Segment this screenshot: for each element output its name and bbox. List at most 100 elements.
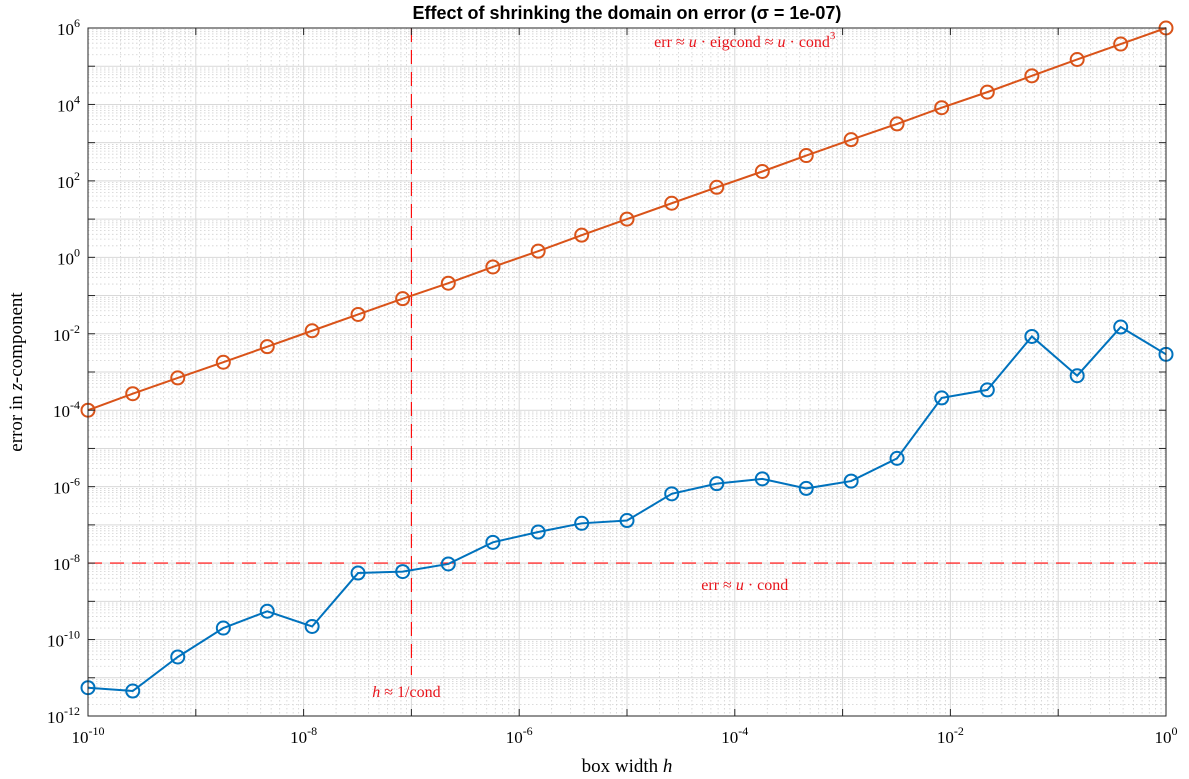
y-tick-label-exponent: -10 (64, 628, 80, 642)
annotation-eigcond-b: · eigcond ≈ (697, 34, 778, 51)
reference-lines (88, 28, 1166, 675)
y-tick-label: 106 (57, 16, 80, 39)
y-axis-label: error in z-component (6, 292, 27, 452)
y-tick-label: 104 (57, 92, 80, 115)
y-axis-label-text: error in (6, 395, 27, 452)
y-tick-label-base: 10 (53, 555, 70, 574)
data-point (395, 564, 411, 580)
x-tick-label: 10-4 (721, 724, 748, 747)
data-point (259, 603, 275, 619)
data-point (979, 84, 995, 100)
annotation-eigcond-exponent: 3 (830, 30, 836, 42)
data-point (530, 524, 546, 540)
chart-title: Effect of shrinking the domain on error … (413, 3, 842, 23)
y-tick-label-base: 10 (53, 479, 70, 498)
y-tick-label-base: 10 (53, 402, 70, 421)
data-point (485, 534, 501, 550)
data-point (304, 618, 320, 634)
data-point (1113, 36, 1129, 52)
series-line (87, 27, 1167, 412)
data-point (125, 683, 141, 699)
x-axis-label-variable: h (663, 756, 673, 777)
x-tick-label-exponent: -4 (738, 724, 748, 738)
data-point (125, 386, 141, 402)
y-axis-label-suffix: -component (6, 292, 27, 383)
data-point (754, 164, 770, 180)
x-tick-label-base: 10 (721, 728, 738, 747)
x-tick-label-exponent: -6 (523, 724, 533, 738)
y-tick-label: 10-6 (53, 475, 80, 498)
annotation-eigcond-a: err ≈ (654, 34, 689, 51)
x-tick-label-base: 10 (290, 728, 307, 747)
data-point (1069, 51, 1085, 67)
y-tick-label: 10-10 (47, 628, 80, 651)
x-tick-label-base: 10 (937, 728, 954, 747)
y-tick-label-exponent: -12 (64, 704, 80, 718)
annotation-cond: err ≈ u · cond (701, 577, 788, 594)
series-line (87, 325, 1167, 693)
x-tick-label-base: 10 (72, 728, 89, 747)
annotation-cond-a: err ≈ (701, 577, 736, 594)
data-point (350, 565, 366, 581)
y-tick-label-exponent: 2 (74, 169, 80, 183)
data-point (843, 473, 859, 489)
x-tick-label: 10-10 (72, 724, 105, 747)
y-tick-label-base: 10 (53, 326, 70, 345)
annotation-h-text: ≈ 1/cond (380, 684, 440, 701)
x-tick-label: 100 (1155, 724, 1178, 747)
y-tick-label-base: 10 (47, 632, 64, 651)
data-point (259, 339, 275, 355)
data-point (215, 620, 231, 636)
data-point (395, 291, 411, 307)
y-tick-label-base: 10 (57, 249, 74, 268)
data-point (1113, 319, 1129, 335)
data-point (934, 100, 950, 116)
data-point (440, 275, 456, 291)
x-tick-label-exponent: -2 (954, 724, 964, 738)
y-tick-label: 100 (57, 245, 80, 268)
annotation-cond-u: u (736, 577, 744, 594)
y-tick-label-exponent: -8 (70, 551, 80, 565)
data-point (170, 370, 186, 386)
data-point (574, 227, 590, 243)
data-point (889, 116, 905, 132)
x-tick-label: 10-2 (937, 724, 964, 747)
data-point (350, 306, 366, 322)
data-point (843, 132, 859, 148)
y-tick-label-base: 10 (47, 708, 64, 727)
annotation-cond-b: · cond (744, 577, 788, 594)
data-point (619, 513, 635, 529)
x-tick-label-exponent: 0 (1172, 724, 1178, 738)
x-tick-label: 10-6 (506, 724, 533, 747)
data-point (619, 211, 635, 227)
data-point (170, 649, 186, 665)
annotation-h-var: h (372, 684, 380, 701)
x-tick-label-exponent: -10 (89, 724, 105, 738)
data-point (304, 323, 320, 339)
y-tick-label: 102 (57, 169, 80, 192)
x-axis-label-text: box width (582, 756, 659, 777)
data-point (709, 476, 725, 492)
y-tick-label-exponent: 4 (74, 92, 80, 106)
x-axis-label: box width h (582, 756, 673, 777)
y-tick-label-exponent: 0 (74, 245, 80, 259)
data-point (664, 486, 680, 502)
data-point (440, 556, 456, 572)
y-tick-label: 10-2 (53, 322, 80, 345)
x-tick-label-exponent: -8 (307, 724, 317, 738)
data-point (979, 382, 995, 398)
data-point (530, 243, 546, 259)
data-point (664, 195, 680, 211)
y-tick-label-exponent: 6 (74, 16, 80, 30)
x-tick-label-base: 10 (1155, 728, 1172, 747)
series-0 (80, 319, 1174, 699)
data-point (1069, 368, 1085, 384)
tick-labels: 10-10 10-8 10-6 10-4 10-2 10010-1210-1010-810… (47, 16, 1178, 747)
y-tick-label: 10-8 (53, 551, 80, 574)
y-tick-label: 10-12 (47, 704, 80, 727)
x-tick-label-base: 10 (506, 728, 523, 747)
data-point (934, 390, 950, 406)
annotation-h-cond: h ≈ 1/cond (372, 684, 440, 701)
x-tick-label: 10-8 (290, 724, 317, 747)
